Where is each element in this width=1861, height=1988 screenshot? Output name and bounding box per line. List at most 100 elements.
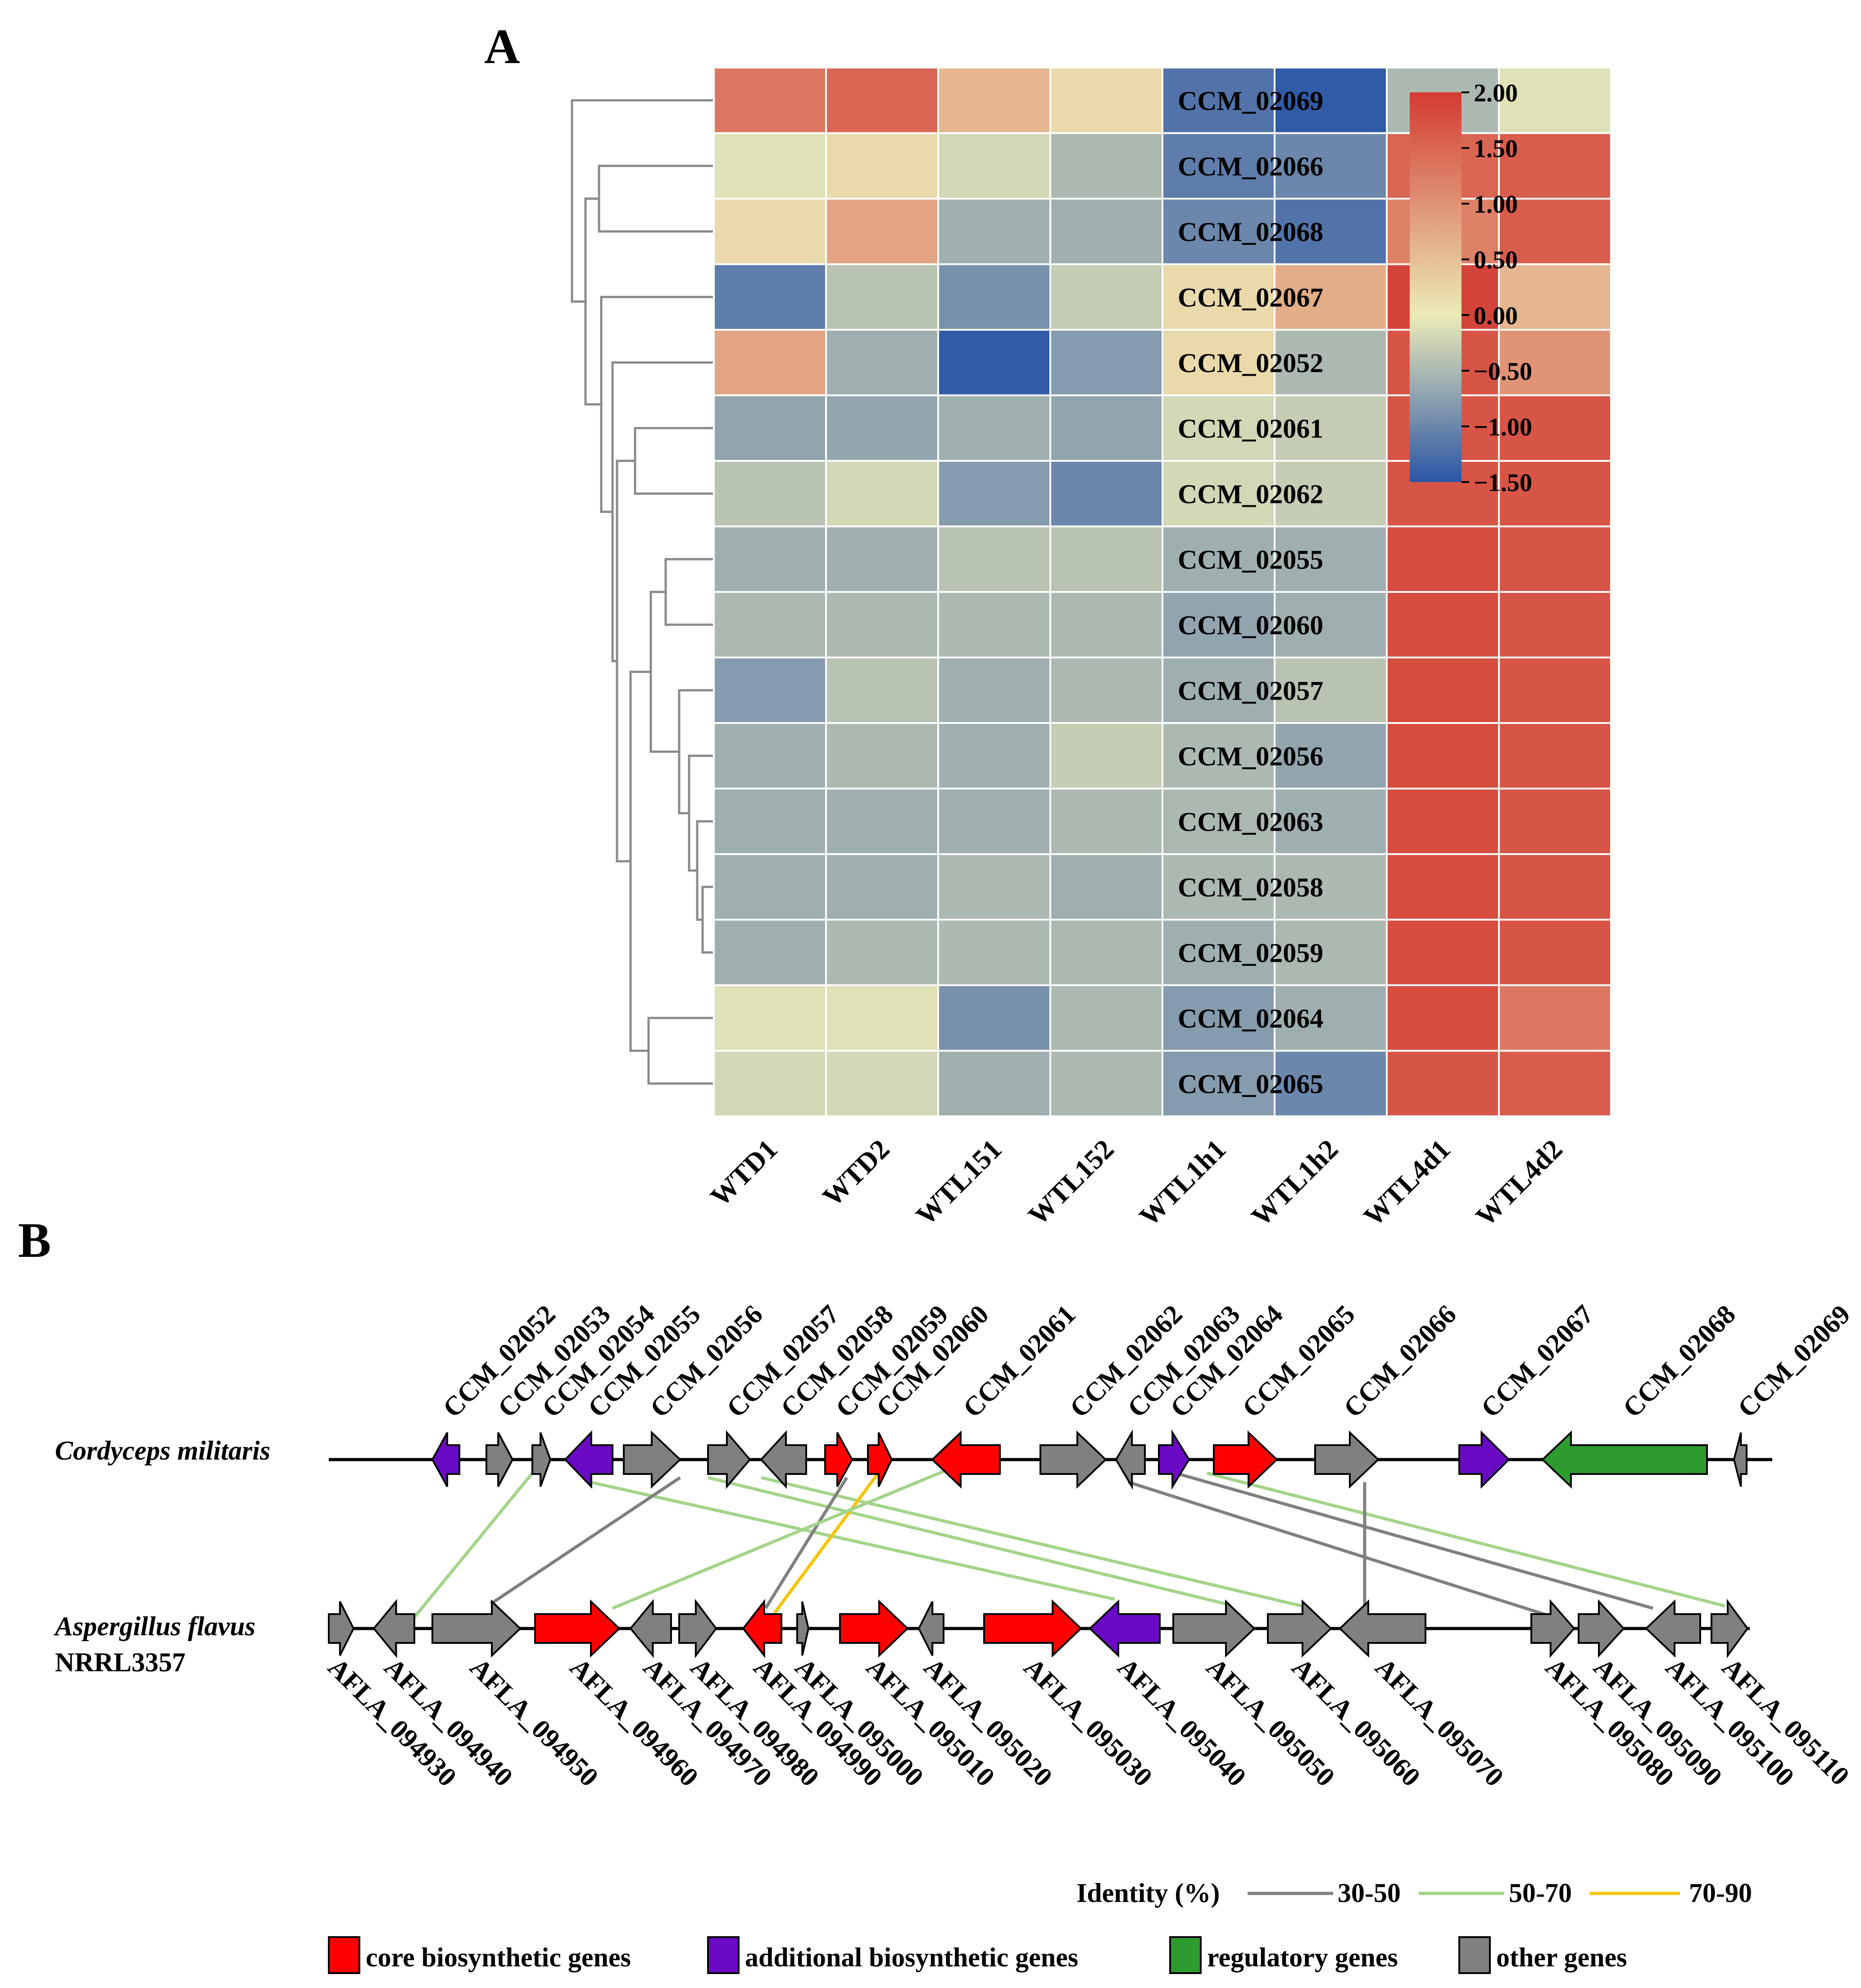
synteny-link — [590, 1480, 1115, 1601]
heatmap-cell — [1049, 67, 1163, 134]
heatmap-cell — [713, 787, 827, 855]
dendrogram-branch — [634, 427, 714, 495]
legend-core-label: core biosynthetic genes — [366, 1943, 631, 1972]
heatmap-cell — [1049, 132, 1163, 200]
identity-label-70-90: 70-90 — [1689, 1878, 1752, 1908]
cm-gene-arrow — [1039, 1430, 1107, 1489]
cm-gene-arrows — [431, 1429, 1748, 1490]
heatmap-cell — [1162, 919, 1275, 986]
colorbar-tick-label: 1.00 — [1474, 191, 1518, 218]
heatmap-cell — [825, 853, 939, 921]
synteny-link — [1207, 1471, 1725, 1608]
identity-label-30-50: 30-50 — [1338, 1878, 1401, 1908]
dendrogram-branch — [616, 459, 635, 863]
heatmap-cell — [1386, 656, 1500, 724]
heatmap-cell — [713, 919, 827, 986]
heatmap-sample-label: WTL4d1 — [1358, 1134, 1457, 1233]
heatmap-sample-label: WTL1h1 — [1134, 1134, 1232, 1233]
panel-a-label: A — [484, 19, 520, 74]
af-gene-arrow — [1645, 1599, 1701, 1658]
cm-gene-arrow — [564, 1430, 613, 1489]
cm-gene-arrow — [1541, 1430, 1708, 1489]
heatmap-cell — [1498, 919, 1612, 986]
heatmap-gene-label: CCM_02060 — [1178, 610, 1323, 640]
heatmap-cell — [937, 394, 1051, 462]
heatmap-gene-label: CCM_02061 — [1178, 414, 1323, 443]
heatmap-cell — [825, 591, 939, 659]
heatmap-sample-label: WTL152 — [1022, 1134, 1120, 1231]
legend-other-label: other genes — [1496, 1943, 1627, 1972]
af-gene-arrow — [839, 1599, 909, 1658]
colorbar-ticks: 2.00 1.50 1.00 0.50 0.00 −0.50 −1.00 −1.50 — [1462, 79, 1532, 497]
heatmap-sample-label: WTL151 — [910, 1134, 1008, 1231]
synteny-link — [1175, 1471, 1653, 1610]
colorbar-tick-label: 1.50 — [1474, 135, 1518, 163]
cm-gene-labels: CCM_02052CCM_02053CCM_02054CCM_02055CCM_… — [437, 1299, 1856, 1423]
synteny-link — [761, 1476, 1302, 1608]
af-gene-arrow — [328, 1601, 355, 1656]
panel-b-label: B — [18, 1213, 51, 1268]
heatmap-cell — [1049, 1050, 1163, 1117]
heatmap-sample-label: WTD2 — [817, 1134, 896, 1213]
dendrogram-branch — [688, 755, 714, 872]
cm-gene-arrow — [760, 1430, 807, 1489]
synteny-link — [413, 1472, 534, 1619]
heatmap-cell — [1162, 460, 1275, 528]
legend-additional-label: additional biosynthetic genes — [745, 1943, 1078, 1972]
heatmap-gene-label: CCM_02056 — [1178, 742, 1323, 771]
heatmap-cell — [713, 132, 827, 200]
heatmap-gene-label: CCM_02058 — [1178, 873, 1323, 902]
af-species-label: Aspergillus flavus — [53, 1611, 255, 1641]
af-gene-arrow — [1172, 1599, 1256, 1658]
af-gene-arrow — [629, 1599, 672, 1658]
colorbar-tick-label: 2.00 — [1474, 79, 1518, 107]
af-gene-arrow — [1711, 1598, 1749, 1659]
heatmap-cell — [937, 656, 1051, 724]
cm-gene-label: CCM_02069 — [1732, 1299, 1856, 1423]
cm-gene-label: CCM_02067 — [1475, 1299, 1599, 1423]
heatmap-cell — [937, 984, 1051, 1052]
heatmap-cell — [1498, 787, 1612, 855]
heatmap-cell — [937, 329, 1051, 396]
cm-gene-arrow — [1213, 1430, 1278, 1489]
legend-regulatory-swatch — [1169, 1936, 1202, 1974]
af-gene-arrow — [1578, 1599, 1625, 1658]
synteny-links — [413, 1467, 1725, 1619]
heatmap-cell — [1049, 919, 1163, 986]
heatmap-cell — [1274, 1050, 1388, 1117]
cm-gene-arrow — [1158, 1429, 1190, 1490]
heatmap-gene-label: CCM_02055 — [1178, 545, 1323, 574]
heatmap-cell — [713, 67, 827, 134]
colorbar — [1410, 92, 1462, 482]
heatmap-cell — [1498, 853, 1612, 921]
dendrogram-branch — [629, 670, 651, 1052]
heatmap-cell — [1162, 525, 1275, 593]
heatmap-gene-label: CCM_02065 — [1178, 1069, 1323, 1099]
dendrogram-branch — [647, 1017, 714, 1085]
heatmap-cell — [1162, 984, 1275, 1052]
dendrogram-branch — [678, 689, 714, 814]
heatmap-cell — [713, 656, 827, 724]
heatmap-gene-label: CCM_02057 — [1178, 676, 1323, 705]
af-gene-arrow — [678, 1599, 717, 1658]
heatmap-cell — [713, 460, 827, 528]
heatmap-cell — [1162, 394, 1275, 462]
dendrogram — [571, 99, 714, 1085]
heatmap-cell — [1498, 460, 1612, 528]
heatmap-cell — [825, 1050, 939, 1117]
cm-gene-label: CCM_02068 — [1617, 1299, 1741, 1423]
cm-gene-arrow — [1458, 1430, 1510, 1489]
af-gene-arrow — [1339, 1599, 1426, 1658]
af-gene-arrow — [1267, 1599, 1332, 1658]
identity-legend-title: Identity (%) — [1076, 1878, 1220, 1908]
af-gene-arrow — [983, 1599, 1082, 1658]
cm-gene-arrow — [1314, 1430, 1380, 1489]
heatmap-cell — [1498, 1050, 1612, 1117]
heatmap-cell — [825, 263, 939, 331]
heatmap-cell — [825, 787, 939, 855]
cm-gene-arrow — [824, 1432, 853, 1487]
heatmap-cell — [1049, 722, 1163, 790]
heatmap-cell — [1162, 1050, 1275, 1117]
cm-gene-arrow — [531, 1432, 552, 1487]
